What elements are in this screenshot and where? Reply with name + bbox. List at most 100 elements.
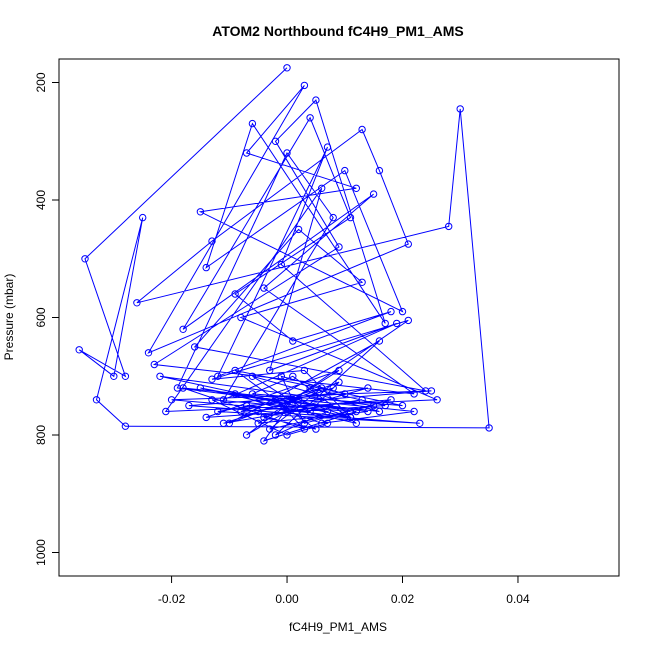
- data-point: [312, 425, 320, 433]
- data-point: [329, 213, 337, 222]
- data-point: [445, 222, 453, 231]
- data-point: [393, 319, 401, 328]
- data-point: [208, 396, 216, 404]
- data-point: [266, 366, 274, 375]
- data-point: [300, 366, 309, 375]
- data-point: [156, 372, 164, 380]
- data-point: [202, 263, 210, 272]
- data-point: [410, 390, 418, 398]
- x-axis: -0.02 0.00 0.02 0.04: [158, 576, 530, 606]
- data-point: [358, 396, 366, 404]
- data-point: [369, 190, 378, 198]
- data-point: [381, 319, 389, 328]
- data-point: [318, 384, 326, 392]
- data-point: [294, 396, 303, 404]
- data-point: [254, 419, 262, 427]
- data-point: [191, 343, 199, 351]
- y-tick-label: 600: [34, 307, 48, 327]
- data-point: [358, 125, 366, 134]
- data-point: [271, 396, 280, 404]
- data-point: [485, 424, 493, 432]
- data-point: [214, 407, 222, 416]
- x-tick-label: -0.02: [158, 592, 186, 606]
- data-point: [358, 278, 366, 286]
- data-point: [346, 413, 355, 422]
- data-point: [231, 390, 239, 398]
- y-axis: 200 400 600 800 1000: [34, 72, 59, 566]
- data-point: [306, 114, 314, 122]
- data-point: [242, 149, 251, 157]
- data-point: [121, 422, 130, 430]
- data-point: [260, 413, 268, 422]
- data-point: [341, 166, 349, 175]
- data-point: [237, 407, 245, 416]
- data-point: [242, 401, 251, 410]
- data-point: [283, 431, 291, 439]
- data-point: [248, 119, 257, 128]
- data-point: [231, 290, 239, 298]
- data-point: [335, 366, 343, 375]
- data-point: [185, 401, 193, 410]
- data-point: [375, 166, 384, 175]
- data-point: [398, 307, 407, 316]
- data-point: [318, 419, 326, 427]
- data-point: [271, 431, 280, 439]
- data-point: [254, 407, 262, 416]
- data-point: [92, 396, 101, 404]
- data-point: [271, 137, 280, 146]
- data-point: [346, 213, 355, 222]
- data-point: [173, 384, 182, 392]
- data-point: [300, 425, 309, 433]
- data-point: [300, 81, 309, 90]
- data-point: [208, 237, 216, 245]
- data-point: [144, 349, 153, 357]
- data-point: [248, 390, 257, 398]
- data-point: [283, 64, 291, 72]
- data-point: [364, 407, 372, 416]
- data-point: [121, 372, 130, 380]
- data-point: [352, 407, 360, 416]
- data-point: [352, 419, 360, 427]
- data-point: [133, 299, 141, 307]
- data-point: [248, 372, 257, 380]
- data-point: [410, 407, 418, 416]
- x-axis-label: fC4H9_PM1_AMS: [289, 620, 387, 634]
- data-point: [416, 419, 424, 427]
- data-point: [110, 372, 118, 380]
- y-tick-label: 1000: [34, 539, 48, 566]
- y-axis-label: Pressure (mbar): [2, 274, 16, 361]
- data-point: [150, 360, 159, 369]
- data-point: [196, 384, 205, 392]
- data-point: [387, 307, 395, 316]
- data-point: [179, 384, 187, 392]
- data-point: [323, 419, 332, 427]
- data-point: [225, 419, 234, 427]
- data-point: [289, 337, 297, 345]
- data-point: [318, 184, 326, 193]
- data-point: [81, 255, 89, 263]
- data-point: [167, 396, 176, 404]
- data-point: [283, 396, 291, 404]
- plot-frame: [58, 58, 620, 577]
- data-point: [306, 384, 314, 392]
- data-point: [283, 407, 291, 416]
- data-point: [323, 143, 332, 151]
- data-point: [352, 184, 360, 193]
- data-point: [381, 401, 389, 410]
- data-point: [404, 240, 412, 248]
- x-tick-label: 0.04: [506, 592, 530, 606]
- data-point: [260, 284, 268, 292]
- data-point: [300, 419, 309, 427]
- data-point: [260, 437, 268, 445]
- data-layer: [75, 64, 493, 445]
- data-point: [283, 149, 291, 157]
- data-point: [329, 384, 337, 392]
- data-point: [202, 413, 210, 422]
- series-line-0: [78, 67, 490, 442]
- data-point: [312, 96, 320, 104]
- data-point: [456, 105, 464, 113]
- data-point: [214, 372, 222, 380]
- data-point: [196, 208, 205, 216]
- data-point: [398, 401, 407, 410]
